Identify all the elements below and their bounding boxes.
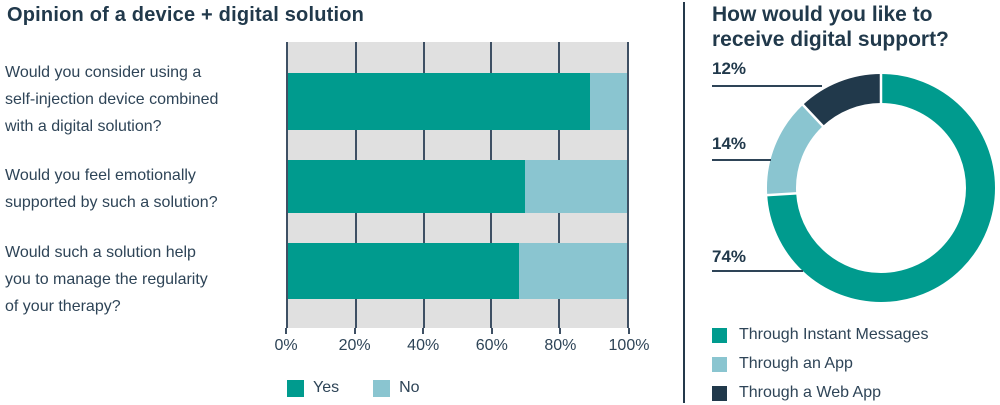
donut-callout-line-12 bbox=[712, 85, 822, 87]
axis-tick bbox=[628, 328, 630, 334]
bar-category-label-1: Would you consider using a self-injectio… bbox=[5, 64, 219, 135]
x-axis-ticks bbox=[285, 328, 630, 334]
x-axis-tick-label: 20% bbox=[338, 337, 371, 354]
x-axis-tick-label: 40% bbox=[407, 337, 440, 354]
legend-item-app: Through an App bbox=[712, 355, 928, 373]
donut-callout-line-14 bbox=[712, 159, 771, 161]
bar-segment-yes bbox=[288, 160, 526, 213]
legend-item-instant-messages: Through Instant Messages bbox=[712, 326, 928, 344]
donut-callout-line-74 bbox=[712, 270, 803, 272]
legend-label-yes: Yes bbox=[313, 379, 340, 396]
legend-label-instant-messages: Through Instant Messages bbox=[739, 326, 929, 343]
no-swatch-icon bbox=[373, 379, 391, 397]
donut-legend: Through Instant Messages Through an App … bbox=[712, 326, 928, 405]
bar-chart-legend: Yes No bbox=[287, 379, 420, 397]
legend-label-web-app: Through a Web App bbox=[739, 384, 882, 401]
x-axis-tick-label: 80% bbox=[544, 337, 577, 354]
donut-chart bbox=[761, 68, 1000, 308]
bar-category-label-3: Would such a solution help you to manage… bbox=[5, 244, 208, 315]
donut-callout-14: 14% bbox=[712, 134, 747, 153]
bar-segment-yes bbox=[288, 73, 590, 130]
axis-tick bbox=[559, 328, 562, 334]
bar-segment-no bbox=[589, 73, 627, 130]
right-chart-title: How would you like to receive digital su… bbox=[712, 3, 949, 51]
legend-item-no: No bbox=[373, 379, 420, 397]
axis-tick bbox=[285, 328, 287, 334]
bar-row-1 bbox=[288, 73, 627, 130]
x-axis-tick-label: 100% bbox=[608, 337, 650, 354]
slice-separator bbox=[800, 102, 826, 129]
section-divider bbox=[683, 2, 685, 403]
legend-label-no: No bbox=[399, 379, 420, 396]
slice-separator bbox=[765, 191, 799, 197]
donut-chart-svg bbox=[765, 72, 995, 302]
bar-segment-no bbox=[518, 243, 627, 299]
instant-messages-swatch-icon bbox=[712, 327, 727, 343]
left-chart-title: Opinion of a device + digital solution bbox=[7, 4, 365, 26]
bar-row-2 bbox=[288, 160, 627, 213]
legend-item-yes: Yes bbox=[287, 379, 339, 397]
yes-swatch-icon bbox=[287, 379, 304, 397]
legend-label-app: Through an App bbox=[739, 355, 853, 372]
x-axis-labels: 0% 20% 40% 60% 80% 100% bbox=[274, 337, 649, 357]
bar-chart-plot-area bbox=[286, 42, 629, 328]
bar-row-3 bbox=[288, 243, 627, 299]
web-app-swatch-icon bbox=[712, 385, 727, 401]
axis-tick bbox=[353, 328, 356, 334]
legend-item-web-app: Through a Web App bbox=[712, 384, 928, 402]
axis-tick bbox=[422, 328, 425, 334]
x-axis-tick-label: 60% bbox=[475, 337, 508, 354]
donut-callout-74: 74% bbox=[712, 247, 747, 266]
app-swatch-icon bbox=[712, 356, 727, 372]
bar-segment-yes bbox=[288, 243, 519, 299]
x-axis-tick-label: 0% bbox=[274, 337, 298, 354]
bar-segment-no bbox=[525, 160, 627, 213]
axis-tick bbox=[490, 328, 493, 334]
bar-category-label-2: Would you feel emotionally supported by … bbox=[5, 167, 218, 211]
donut-callout-12: 12% bbox=[712, 59, 747, 78]
